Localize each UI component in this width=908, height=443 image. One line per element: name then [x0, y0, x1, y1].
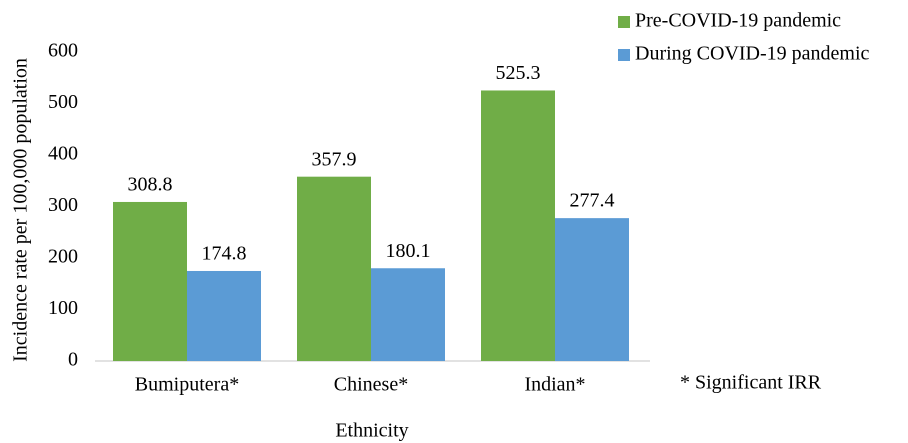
legend-label: Pre-COVID-19 pandemic	[635, 10, 841, 32]
bar	[481, 90, 555, 362]
annotation: * Significant IRR	[680, 372, 822, 394]
data-label: 525.3	[496, 62, 541, 84]
bar	[371, 268, 445, 361]
x-axis-label: Ethnicity	[335, 420, 408, 442]
bar	[113, 201, 187, 361]
data-label: 357.9	[312, 148, 357, 170]
y-axis-label: Incidence rate per 100,000 population	[10, 58, 32, 362]
x-tick-label: Bumiputera*	[135, 374, 239, 396]
data-label: 277.4	[570, 190, 615, 212]
data-label: 174.8	[202, 243, 247, 265]
legend-swatch	[618, 16, 630, 28]
y-tick-label: 400	[48, 143, 78, 165]
data-label: 180.1	[386, 240, 431, 262]
legend-label: During COVID-19 pandemic	[635, 43, 870, 65]
x-tick-label: Indian*	[524, 374, 585, 396]
y-tick-label: 0	[68, 349, 78, 371]
bar	[555, 218, 629, 361]
y-tick-label: 300	[48, 194, 78, 216]
x-tick-label: Chinese*	[334, 374, 408, 396]
legend-swatch	[618, 49, 630, 61]
y-tick-label: 100	[48, 297, 78, 319]
bar	[187, 270, 261, 361]
data-label: 308.8	[128, 174, 173, 196]
bar	[297, 176, 371, 361]
y-tick-label: 600	[48, 40, 78, 62]
y-tick-label: 500	[48, 91, 78, 113]
y-tick-label: 200	[48, 246, 78, 268]
